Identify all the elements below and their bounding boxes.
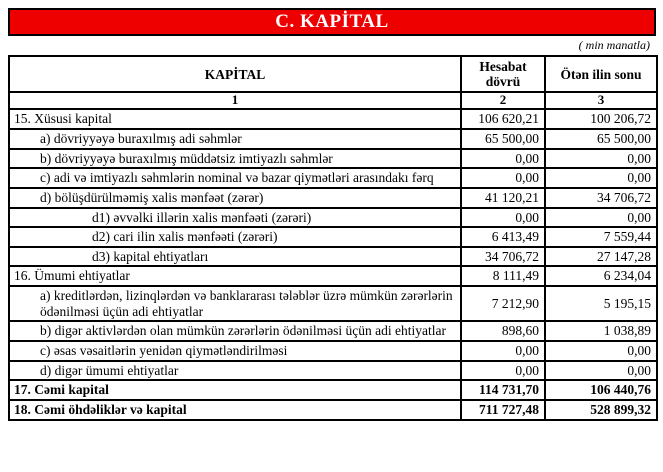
value-current-period: 0,00 <box>460 340 546 362</box>
section-title: C. KAPİTAL <box>275 11 389 32</box>
value-current-period: 114 731,70 <box>460 379 546 402</box>
page: C. KAPİTAL ( min manatla) KAPİTAL Hesaba… <box>8 8 658 421</box>
value-previous-year-end: 0,00 <box>544 359 658 382</box>
section-banner: C. KAPİTAL <box>8 8 656 36</box>
value-previous-year-end: 0,00 <box>544 206 658 229</box>
table-row: d3) kapital ehtiyatları 34 706,72 27 147,2… <box>8 245 658 268</box>
table-row: b) digər aktivlərdən olan mümkün zərərlə… <box>8 320 658 343</box>
row-label: c) əsas vəsaitlərin yenidən qiymətləndir… <box>8 340 462 362</box>
value-current-period: 0,00 <box>460 206 546 229</box>
value-current-period: 106 620,21 <box>460 108 546 130</box>
table-row: d1) əvvəlki illərin xalis mənfəəti (zərə… <box>8 206 658 229</box>
value-current-period: 7 212,90 <box>460 285 546 323</box>
value-current-period: 8 111,49 <box>460 265 546 288</box>
table-row: d) bölüşdürülməmiş xalis mənfəət (zərər)… <box>8 186 658 209</box>
table-row: d2) cari ilin xalis mənfəəti (zərəri) 6 4… <box>8 226 658 248</box>
value-previous-year-end: 1 038,89 <box>544 320 658 343</box>
column-index-row: 1 2 3 <box>8 91 658 111</box>
row-label: d2) cari ilin xalis mənfəəti (zərəri) <box>8 226 462 248</box>
col-index-3: 3 <box>544 91 658 111</box>
value-previous-year-end: 106 440,76 <box>544 379 658 402</box>
value-current-period: 0,00 <box>460 167 546 189</box>
col-header-hesabat-dovru: Hesabat dövrü <box>460 54 546 94</box>
value-previous-year-end: 100 206,72 <box>544 108 658 130</box>
row-label: b) digər aktivlərdən olan mümkün zərərlə… <box>8 320 462 343</box>
row-label: d) digər ümumi ehtiyatlar <box>8 359 462 382</box>
value-previous-year-end: 7 559,44 <box>544 226 658 248</box>
row-label: c) adi və imtiyazlı səhmlərin nominal və… <box>8 167 462 189</box>
table-body: 15. Xüsusi kapital 106 620,21 100 206,72 a)… <box>8 108 658 421</box>
value-previous-year-end: 34 706,72 <box>544 186 658 209</box>
value-current-period: 0,00 <box>460 359 546 382</box>
table-row: c) adi və imtiyazlı səhmlərin nominal və… <box>8 167 658 189</box>
value-current-period: 0,00 <box>460 147 546 170</box>
table-row: 18. Cəmi öhdəliklər və kapital 711 727,48… <box>8 399 658 421</box>
capital-table: KAPİTAL Hesabat dövrü Ötən ilin sonu 1 2… <box>8 54 658 421</box>
table-row: a) kreditlərdən, lizinqlərdən və banklar… <box>8 285 658 323</box>
value-current-period: 711 727,48 <box>460 399 546 421</box>
row-label: a) dövriyyəyə buraxılmış adi səhmlər <box>8 127 462 150</box>
value-previous-year-end: 65 500,00 <box>544 127 658 150</box>
row-label: d) bölüşdürülməmiş xalis mənfəət (zərər) <box>8 186 462 209</box>
row-label: 15. Xüsusi kapital <box>8 108 462 130</box>
value-previous-year-end: 0,00 <box>544 167 658 189</box>
table-row: 15. Xüsusi kapital 106 620,21 100 206,72 <box>8 108 658 130</box>
col-header-kapital: KAPİTAL <box>8 54 462 94</box>
units-note: ( min manatla) <box>578 38 650 52</box>
row-label: b) dövriyyəyə buraxılmış müddətsiz imtiy… <box>8 147 462 170</box>
value-previous-year-end: 6 234,04 <box>544 265 658 288</box>
row-label: 17. Cəmi kapital <box>8 379 462 402</box>
row-label: d3) kapital ehtiyatları <box>8 245 462 268</box>
table-row: b) dövriyyəyə buraxılmış müddətsiz imtiy… <box>8 147 658 170</box>
row-label: 16. Ümumi ehtiyatlar <box>8 265 462 288</box>
table-row: 16. Ümumi ehtiyatlar 8 111,49 6 234,04 <box>8 265 658 288</box>
value-previous-year-end: 0,00 <box>544 147 658 170</box>
table-row: d) digər ümumi ehtiyatlar 0,00 0,00 <box>8 359 658 382</box>
value-current-period: 41 120,21 <box>460 186 546 209</box>
col-header-oten-ilin-sonu: Ötən ilin sonu <box>544 54 658 94</box>
col-index-2: 2 <box>460 91 546 111</box>
table-row: a) dövriyyəyə buraxılmış adi səhmlər 65 5… <box>8 127 658 150</box>
value-current-period: 65 500,00 <box>460 127 546 150</box>
row-label: a) kreditlərdən, lizinqlərdən və banklar… <box>8 285 462 323</box>
value-current-period: 34 706,72 <box>460 245 546 268</box>
table-header-row: KAPİTAL Hesabat dövrü Ötən ilin sonu <box>8 54 658 94</box>
value-previous-year-end: 5 195,15 <box>544 285 658 323</box>
value-current-period: 898,60 <box>460 320 546 343</box>
table-row: c) əsas vəsaitlərin yenidən qiymətləndir… <box>8 340 658 362</box>
value-previous-year-end: 0,00 <box>544 340 658 362</box>
value-previous-year-end: 528 899,32 <box>544 399 658 421</box>
col-index-1: 1 <box>8 91 462 111</box>
table-row: 17. Cəmi kapital 114 731,70 106 440,76 <box>8 379 658 402</box>
value-current-period: 6 413,49 <box>460 226 546 248</box>
row-label: d1) əvvəlki illərin xalis mənfəəti (zərə… <box>8 206 462 229</box>
value-previous-year-end: 27 147,28 <box>544 245 658 268</box>
row-label: 18. Cəmi öhdəliklər və kapital <box>8 399 462 421</box>
